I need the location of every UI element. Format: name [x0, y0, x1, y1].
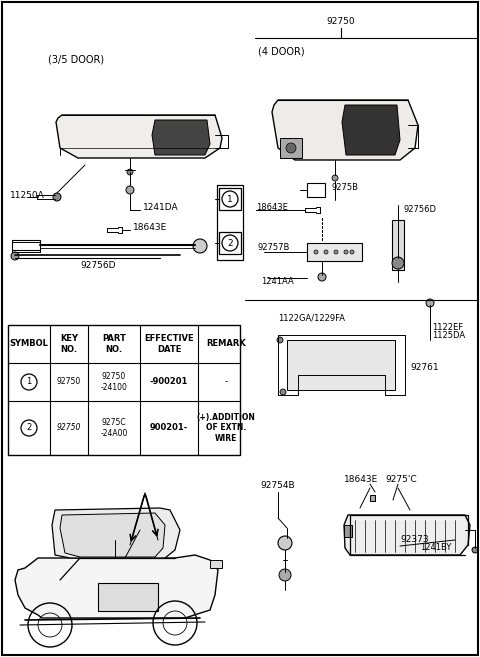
- Bar: [280, 138, 302, 158]
- Text: 1125DA: 1125DA: [432, 332, 465, 340]
- Text: 2: 2: [227, 238, 233, 248]
- Bar: [219, 188, 241, 210]
- Polygon shape: [15, 555, 218, 618]
- Circle shape: [21, 374, 37, 390]
- Circle shape: [21, 420, 37, 436]
- Text: 92754B: 92754B: [261, 482, 295, 491]
- Bar: [307, 243, 362, 261]
- Bar: [287, 340, 395, 390]
- Text: 92750: 92750: [327, 18, 355, 26]
- Circle shape: [286, 143, 296, 153]
- Text: 92750
-24100: 92750 -24100: [101, 373, 127, 392]
- Circle shape: [278, 536, 292, 550]
- Circle shape: [222, 191, 238, 207]
- Circle shape: [472, 547, 478, 553]
- Bar: [344, 525, 352, 537]
- Text: 1: 1: [26, 378, 32, 386]
- Text: KEY
NO.: KEY NO.: [60, 334, 78, 353]
- Text: (3/5 DOOR): (3/5 DOOR): [48, 55, 104, 65]
- Bar: [12, 240, 40, 250]
- Circle shape: [332, 175, 338, 181]
- Bar: [98, 583, 158, 611]
- Text: REMARK: REMARK: [206, 340, 246, 348]
- Circle shape: [280, 389, 286, 395]
- Circle shape: [193, 239, 207, 253]
- Bar: [210, 560, 222, 568]
- Circle shape: [53, 193, 61, 201]
- Circle shape: [334, 250, 338, 254]
- Text: 92757B: 92757B: [258, 242, 290, 252]
- Circle shape: [126, 186, 134, 194]
- Text: -900201: -900201: [150, 378, 188, 386]
- Circle shape: [314, 250, 318, 254]
- Text: 1122GA/1229FA: 1122GA/1229FA: [278, 313, 345, 323]
- Text: 9275'C: 9275'C: [385, 474, 417, 484]
- Text: 92750: 92750: [57, 424, 81, 432]
- Circle shape: [279, 569, 291, 581]
- Text: 1: 1: [227, 194, 233, 204]
- Bar: [217, 185, 243, 260]
- Circle shape: [277, 337, 283, 343]
- Circle shape: [11, 252, 19, 260]
- Text: 9275B: 9275B: [332, 183, 359, 191]
- Polygon shape: [344, 515, 470, 555]
- Text: 18643E: 18643E: [344, 474, 378, 484]
- Bar: [8, 325, 240, 455]
- Bar: [392, 220, 404, 270]
- Bar: [219, 232, 241, 254]
- Circle shape: [222, 235, 238, 251]
- Text: 18643E: 18643E: [256, 204, 288, 212]
- Polygon shape: [272, 100, 418, 160]
- Circle shape: [127, 169, 133, 175]
- Text: 2: 2: [26, 424, 32, 432]
- Circle shape: [318, 273, 326, 281]
- Text: 1241AA: 1241AA: [261, 277, 294, 286]
- Text: 1241DA: 1241DA: [143, 202, 179, 212]
- Text: 18643E: 18643E: [133, 223, 167, 233]
- Text: 11250A: 11250A: [10, 191, 45, 200]
- Text: 1122EF: 1122EF: [432, 323, 463, 332]
- Text: 92373: 92373: [400, 535, 429, 545]
- Text: EFFECTIVE
DATE: EFFECTIVE DATE: [144, 334, 194, 353]
- Circle shape: [350, 250, 354, 254]
- Polygon shape: [152, 120, 210, 155]
- Circle shape: [344, 250, 348, 254]
- Circle shape: [392, 257, 404, 269]
- Text: (4 DOOR): (4 DOOR): [258, 47, 305, 57]
- Bar: [370, 495, 375, 501]
- Text: -: -: [224, 378, 228, 386]
- Text: (+).ADDITION
OF EXTN.
WIRE: (+).ADDITION OF EXTN. WIRE: [197, 413, 255, 443]
- Text: 92761: 92761: [410, 363, 439, 371]
- Polygon shape: [342, 105, 400, 155]
- Polygon shape: [60, 513, 165, 557]
- Text: 92756D: 92756D: [80, 260, 116, 269]
- Circle shape: [426, 299, 434, 307]
- Text: PART
NO.: PART NO.: [102, 334, 126, 353]
- Polygon shape: [52, 508, 180, 558]
- Text: 1241BY: 1241BY: [420, 543, 451, 553]
- Text: 92750: 92750: [57, 378, 81, 386]
- Bar: [307, 183, 325, 197]
- Text: SYMBOL: SYMBOL: [10, 340, 48, 348]
- Circle shape: [324, 250, 328, 254]
- Text: 900201-: 900201-: [150, 424, 188, 432]
- Text: 92756D: 92756D: [403, 206, 436, 214]
- Text: 9275C
-24A00: 9275C -24A00: [100, 419, 128, 438]
- Polygon shape: [56, 115, 222, 158]
